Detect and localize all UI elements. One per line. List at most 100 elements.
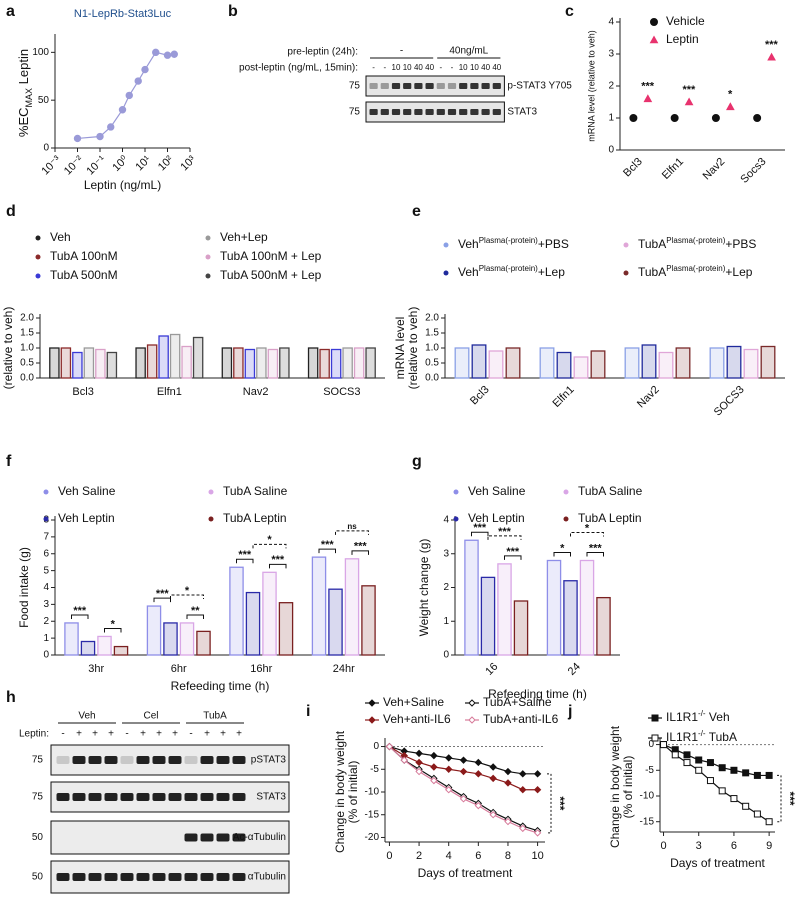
- pre-label: pre-leptin (24h):: [287, 47, 358, 58]
- legend-label: TubA 500nM: [50, 268, 118, 282]
- significance-label: *: [560, 542, 565, 554]
- significance-bracket: [487, 535, 522, 540]
- x-tick-label: Elfn1: [660, 156, 686, 182]
- band: [447, 109, 457, 115]
- legend-label: IL1R1-/- TubA: [666, 729, 737, 745]
- band: [436, 83, 445, 89]
- marker: [474, 758, 483, 767]
- bar: [330, 348, 342, 379]
- marker: [765, 818, 773, 826]
- bar: [256, 347, 267, 379]
- bar: [480, 576, 496, 656]
- significance-bracket: [269, 563, 287, 569]
- x-tick-label: Bcl3: [72, 386, 93, 398]
- significance-bracket: [236, 558, 254, 564]
- lane-label: +: [220, 729, 226, 740]
- bar: [573, 356, 589, 379]
- marker: [519, 770, 527, 778]
- marker: [671, 751, 679, 759]
- y-tick-label: -15: [365, 809, 380, 820]
- lane-label: 40: [425, 63, 434, 72]
- legend-label: TubA+anti-IL6: [483, 712, 559, 726]
- panel-label: j: [567, 703, 572, 720]
- legend-swatch: [623, 242, 629, 248]
- marker: [459, 795, 468, 803]
- line: [663, 744, 770, 823]
- marker: [400, 756, 408, 764]
- lane-label: -: [439, 63, 442, 72]
- legend-sup: Plasma(-protein): [479, 264, 538, 273]
- marker: [459, 767, 468, 776]
- band: [56, 793, 70, 801]
- band: [447, 83, 457, 89]
- legend-name: Veh Saline: [468, 484, 526, 498]
- bar: [262, 571, 277, 656]
- y-tick-label: -20: [365, 832, 380, 843]
- band: [168, 793, 182, 801]
- y-tick-label: 3: [608, 49, 614, 60]
- x-tick-label: Elfn1: [157, 386, 182, 398]
- legend-label: Veh+Saline: [383, 695, 444, 709]
- legend-sup: Plasma(-protein): [666, 236, 725, 245]
- y-tick-label: 6: [43, 548, 49, 559]
- band-name: p-STAT3 Y705: [507, 81, 572, 92]
- legend-name: TubA: [638, 265, 666, 279]
- legend-swatch: [453, 489, 459, 495]
- legend-label: TubA Saline: [578, 484, 643, 498]
- band: [492, 83, 501, 89]
- legend-swatch: [35, 235, 41, 241]
- y-tick-label: 0: [373, 741, 379, 752]
- marker: [684, 97, 694, 106]
- x-tick-label: 24hr: [333, 663, 355, 675]
- legend-sup: -/-: [698, 729, 706, 738]
- bar: [328, 588, 343, 656]
- x-tick-label: 10⁻¹: [84, 153, 108, 177]
- marker: [430, 763, 438, 771]
- marker: [118, 106, 127, 114]
- marker: [533, 829, 542, 837]
- y-tick-label: 7: [43, 532, 49, 543]
- y-tick-label: 0.0: [425, 373, 439, 384]
- band: [232, 793, 246, 801]
- lane-label: -: [125, 729, 128, 740]
- band: [216, 833, 230, 842]
- lane-label: +: [108, 729, 114, 740]
- band: [481, 83, 490, 89]
- legend-swatch: [208, 516, 214, 522]
- bar: [675, 347, 691, 379]
- bar: [97, 635, 112, 656]
- marker: [125, 91, 133, 100]
- lane-label: -: [372, 63, 375, 72]
- band-name: pSTAT3: [251, 755, 287, 766]
- legend-name: Veh: [458, 237, 479, 251]
- x-tick-label: Socs3: [738, 156, 768, 186]
- band: [184, 756, 198, 764]
- bar: [192, 336, 204, 379]
- y-tick-label: 3: [43, 599, 49, 610]
- band-name: STAT3: [507, 107, 537, 118]
- legend-tail: TubA: [706, 730, 737, 744]
- band: [136, 756, 150, 764]
- band: [104, 756, 118, 764]
- panel-label: e: [412, 203, 421, 220]
- marker: [444, 765, 453, 773]
- lane-label: 10: [470, 63, 479, 72]
- y-tick-label: 4: [608, 17, 614, 28]
- significance-label: ***: [506, 546, 520, 558]
- significance-label: ***: [271, 554, 285, 566]
- lane-label: +: [92, 729, 98, 740]
- group-label: Veh: [78, 711, 95, 722]
- bar: [221, 347, 233, 379]
- y-tick-label: 1: [43, 633, 49, 644]
- marker: [753, 771, 761, 779]
- x-axis-label: Refeeding time (h): [171, 679, 270, 693]
- marker: [152, 48, 160, 57]
- significance-label: *: [267, 534, 272, 546]
- bar: [146, 344, 158, 379]
- legend-swatch: [205, 254, 211, 260]
- marker: [474, 770, 483, 778]
- marker: [163, 51, 172, 59]
- legend-label: TubA 100nM + Lep: [220, 249, 322, 263]
- y-tick-label: -5: [370, 764, 379, 775]
- band: [72, 756, 86, 764]
